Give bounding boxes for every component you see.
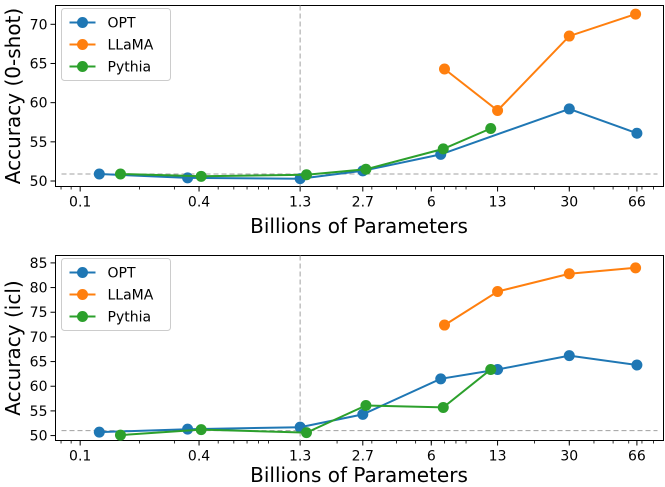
x-tick-label: 0.1	[69, 449, 91, 465]
llama-line	[443, 13, 636, 112]
pythia-point	[485, 123, 497, 135]
x-tick-label: 2.7	[352, 195, 374, 211]
y-axis-ticks: 50 55 60 65 70 75 80 85	[30, 256, 56, 445]
x-tick-label: 13	[489, 449, 507, 465]
x-axis-ticks: 0.1 0.4 1.3 2.7 6 13 30 66	[69, 440, 646, 465]
llama-point	[492, 104, 504, 116]
pythia-line	[120, 368, 492, 437]
opt-point	[357, 408, 369, 420]
x-tick-label: 30	[560, 449, 578, 465]
opt-point	[182, 172, 194, 184]
y-tick-label: 55	[30, 135, 48, 151]
x-tick-label: 30	[560, 195, 578, 211]
y-tick-label: 85	[30, 256, 48, 272]
pythia-line	[120, 127, 492, 178]
pythia-point	[360, 399, 372, 411]
legend-label-llama: LLaMA	[108, 288, 154, 304]
legend-label-pythia: Pythia	[108, 60, 152, 76]
data-series	[93, 262, 643, 441]
x-tick-label: 1.3	[289, 449, 311, 465]
llama-point	[438, 63, 450, 75]
plot-area-frame	[55, 5, 664, 187]
legend-box	[61, 258, 171, 331]
opt-point	[563, 103, 575, 115]
opt-point	[631, 359, 643, 371]
pythia-point	[300, 169, 312, 181]
pythia-point	[195, 170, 207, 182]
y-tick-label: 65	[30, 355, 48, 371]
x-axis-label: Billions of Parameters	[250, 214, 468, 238]
x-tick-label: 6	[427, 195, 436, 211]
legend-label-opt: OPT	[108, 16, 136, 32]
pythia-point	[485, 363, 497, 375]
y-tick-label: 75	[30, 305, 48, 321]
y-tick-label: 60	[30, 379, 48, 395]
llama-point	[563, 268, 575, 280]
pythia-point	[360, 163, 372, 175]
y-tick-label: 70	[30, 330, 48, 346]
legend: OPT LLaMA Pythia	[61, 8, 171, 81]
y-axis-label: Accuracy (0-shot)	[1, 8, 25, 184]
y-tick-label: 55	[30, 404, 48, 420]
x-tick-label: 1.3	[289, 195, 311, 211]
opt-line	[99, 354, 638, 434]
pythia-point	[300, 427, 312, 439]
llama-point	[492, 286, 504, 298]
legend-marker-llama	[77, 289, 88, 300]
legend-marker-llama	[77, 39, 88, 50]
chart-bottom-panel: 50 55 60 65 70 75 80 85 0.1 0.4 1.3 2.7 6 13 30 66 Acc…	[1, 255, 664, 487]
x-tick-label: 66	[628, 449, 646, 465]
y-tick-label: 50	[30, 429, 48, 445]
x-axis-label: Billions of Parameters	[250, 463, 468, 487]
data-series	[93, 8, 643, 185]
y-tick-label: 70	[30, 17, 48, 33]
legend: OPT LLaMA Pythia	[61, 258, 171, 331]
y-axis-ticks: 50 55 60 65 70	[30, 17, 56, 190]
legend-label-llama: LLaMA	[108, 38, 154, 54]
pythia-point	[437, 143, 449, 155]
opt-point	[93, 168, 105, 180]
x-tick-label: 6	[427, 449, 436, 465]
x-tick-label: 13	[489, 195, 507, 211]
pythia-point	[437, 401, 449, 413]
llama-line	[443, 266, 636, 326]
legend-label-pythia: Pythia	[108, 310, 152, 326]
legend-marker-pythia	[77, 61, 88, 72]
y-tick-label: 65	[30, 56, 48, 72]
y-tick-label: 50	[30, 174, 48, 190]
pythia-point	[114, 429, 126, 441]
x-axis-minor-ticks	[60, 186, 654, 190]
opt-point	[563, 350, 575, 362]
x-tick-label: 0.1	[69, 195, 91, 211]
y-tick-label: 80	[30, 281, 48, 297]
y-axis-label: Accuracy (icl)	[1, 280, 25, 415]
legend-marker-pythia	[77, 311, 88, 322]
llama-point	[630, 8, 642, 20]
x-tick-label: 66	[628, 195, 646, 211]
legend-box	[61, 8, 171, 81]
legend-marker-opt	[77, 17, 88, 28]
llama-point	[438, 319, 450, 331]
x-tick-label: 2.7	[352, 449, 374, 465]
x-axis-ticks: 0.1 0.4 1.3 2.7 6 13 30 66	[69, 186, 646, 211]
chart-top-panel: 50 55 60 65 70 0.1 0.4 1.3 2.7 6 13 30 66 Accuracy …	[1, 5, 664, 238]
opt-point	[93, 426, 105, 438]
x-tick-label: 0.4	[188, 449, 210, 465]
legend-marker-opt	[77, 267, 88, 278]
plot-area-frame	[55, 255, 664, 441]
opt-point	[631, 127, 643, 139]
legend-label-opt: OPT	[108, 266, 136, 282]
y-tick-label: 60	[30, 96, 48, 112]
opt-point	[435, 373, 447, 385]
llama-point	[563, 30, 575, 42]
llama-point	[630, 262, 642, 274]
x-tick-label: 0.4	[188, 195, 210, 211]
opt-point	[182, 423, 194, 435]
x-axis-minor-ticks	[60, 440, 654, 444]
pythia-point	[195, 424, 207, 436]
pythia-point	[114, 168, 126, 180]
